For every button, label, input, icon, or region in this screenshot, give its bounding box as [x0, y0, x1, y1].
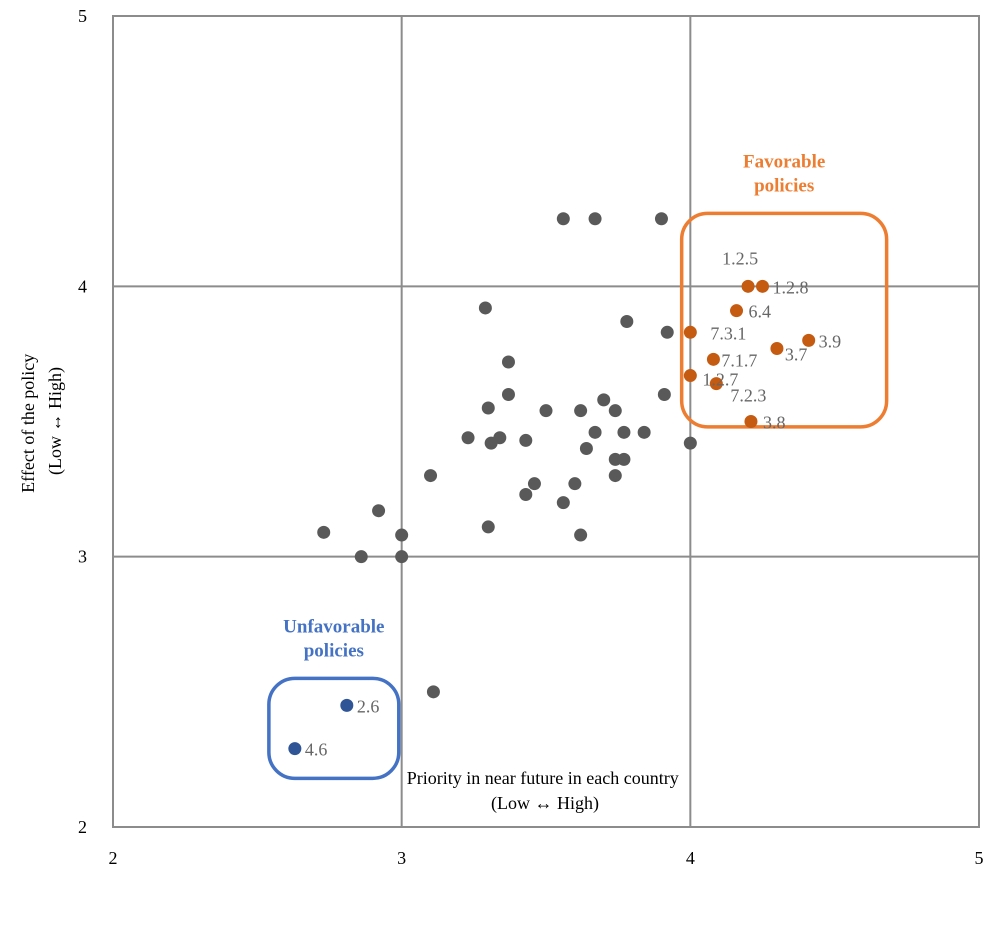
neutral-point	[556, 212, 570, 226]
y-tick-labels: 2 3 4 5	[78, 6, 87, 837]
y-tick-label: 2	[78, 817, 87, 837]
neutral-point	[481, 401, 495, 415]
favorable-policies-box	[679, 211, 889, 429]
point-label: 7.1.7	[721, 350, 757, 370]
neutral-point	[574, 528, 588, 542]
neutral-point	[478, 301, 492, 315]
neutral-point	[608, 404, 622, 418]
point-label: 2.6	[357, 696, 380, 716]
neutral-point	[539, 404, 553, 418]
neutral-point	[588, 425, 602, 439]
neutral-point	[617, 452, 631, 466]
favorable-title-line: policies	[754, 175, 814, 196]
plot-border	[112, 15, 980, 828]
neutral-point	[620, 314, 634, 328]
y-tick-label: 5	[78, 6, 87, 26]
x-tick-label: 5	[975, 848, 984, 868]
favorable-point	[741, 279, 755, 293]
neutral-point	[424, 469, 438, 483]
axes	[112, 15, 980, 828]
x-axis-title: Priority in near future in each country …	[407, 768, 683, 814]
favorable-policies-title: Favorable policies	[743, 151, 825, 196]
neutral-point	[588, 212, 602, 226]
point-label: 7.3.1	[710, 323, 746, 343]
y-axis-title: Effect of the policy (Low ↔ High)	[18, 349, 66, 493]
neutral-point	[579, 442, 593, 456]
neutral-point	[461, 431, 475, 445]
point-label: 3.7	[785, 345, 808, 365]
neutral-point	[426, 685, 440, 699]
favorable-point	[802, 333, 816, 347]
x-tick-label: 4	[686, 848, 695, 868]
y-tick-label: 4	[78, 276, 87, 296]
neutral-point	[654, 212, 668, 226]
favorable-point	[706, 352, 720, 366]
neutral-point	[657, 387, 671, 401]
point-label: 3.8	[763, 413, 786, 433]
group-boxes	[267, 211, 889, 781]
neutral-point	[395, 528, 409, 542]
favorable-point	[709, 377, 723, 391]
neutral-point	[556, 496, 570, 510]
unfavorable-title-line: policies	[304, 640, 364, 661]
point-label: 6.4	[749, 302, 772, 322]
neutral-point	[501, 355, 515, 369]
point-labels: 1.2.5 1.2.86.47.3.1 3.9 3.7 7.1.71.2.77.2.3 3…	[305, 248, 841, 759]
y-axis-title-line-2: (Low ↔ High)	[45, 367, 66, 475]
point-label: 1.2.8	[773, 277, 809, 297]
point-label: 7.2.3	[730, 386, 766, 406]
favorable-point	[683, 325, 697, 339]
x-tick-labels: 2 3 4 5	[109, 848, 984, 868]
neutral-point	[395, 550, 409, 564]
favorable-point	[770, 342, 784, 356]
neutral-point	[574, 404, 588, 418]
grid-lines	[113, 16, 979, 827]
x-tick-label: 2	[109, 848, 118, 868]
unfavorable-title-line: Unfavorable	[283, 616, 384, 637]
neutral-point	[354, 550, 368, 564]
x-axis-title-line-1: Priority in near future in each country	[407, 768, 679, 788]
neutral-point	[501, 387, 515, 401]
x-axis-title-line-2: (Low ↔ High)	[491, 793, 599, 814]
y-tick-label: 3	[78, 547, 87, 567]
point-label: 3.9	[819, 331, 842, 351]
neutral-point	[683, 436, 697, 450]
point-label: 1.2.5	[722, 248, 758, 268]
neutral-point	[519, 433, 533, 447]
y-axis-title-line-1: Effect of the policy	[18, 354, 38, 493]
neutral-point	[484, 436, 498, 450]
data-points	[288, 212, 816, 756]
neutral-point	[597, 393, 611, 407]
favorable-point	[756, 279, 769, 293]
neutral-point	[608, 469, 622, 483]
neutral-point	[527, 477, 541, 491]
neutral-point	[660, 325, 674, 339]
favorable-point	[744, 415, 758, 428]
group-titles: Favorable policies Unfavorable policies	[283, 151, 825, 661]
unfavorable-point	[288, 742, 302, 756]
favorable-point	[683, 369, 697, 383]
unfavorable-policies-box	[267, 676, 401, 781]
neutral-point	[568, 477, 582, 491]
neutral-point	[519, 487, 533, 501]
unfavorable-policies-title: Unfavorable policies	[283, 616, 384, 661]
favorable-point	[730, 304, 744, 318]
unfavorable-point	[340, 698, 354, 712]
neutral-point	[481, 520, 495, 534]
neutral-point	[637, 425, 651, 439]
point-label: 1.2.7	[702, 370, 738, 390]
neutral-point	[317, 525, 331, 539]
point-label: 4.6	[305, 740, 328, 760]
favorable-title-line: Favorable	[743, 151, 825, 172]
neutral-point	[617, 425, 631, 439]
x-tick-label: 3	[397, 848, 406, 868]
neutral-point	[372, 504, 386, 518]
